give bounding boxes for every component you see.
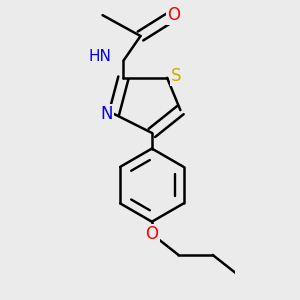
Text: N: N <box>100 105 112 123</box>
Text: HN: HN <box>88 50 111 64</box>
Text: S: S <box>171 67 182 85</box>
Text: O: O <box>167 6 180 24</box>
Text: O: O <box>146 225 158 243</box>
